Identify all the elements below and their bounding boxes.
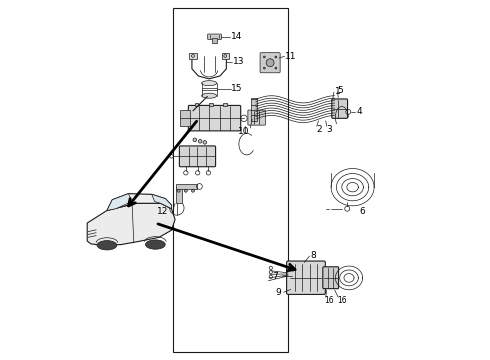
FancyBboxPatch shape xyxy=(179,146,216,167)
Ellipse shape xyxy=(201,81,217,86)
Text: 6: 6 xyxy=(360,207,366,216)
Bar xyxy=(251,98,257,121)
Ellipse shape xyxy=(190,111,193,114)
Polygon shape xyxy=(107,194,172,211)
Ellipse shape xyxy=(192,189,195,192)
Bar xyxy=(176,184,197,189)
Ellipse shape xyxy=(184,189,187,192)
Ellipse shape xyxy=(264,56,265,58)
Text: 5: 5 xyxy=(337,86,343,95)
Bar xyxy=(209,103,213,107)
Text: 16: 16 xyxy=(338,296,347,305)
Ellipse shape xyxy=(203,140,207,144)
Text: 1: 1 xyxy=(335,86,341,95)
Text: 13: 13 xyxy=(233,57,245,66)
Ellipse shape xyxy=(275,56,277,58)
Text: 11: 11 xyxy=(285,52,296,61)
Text: 12: 12 xyxy=(156,207,168,216)
Polygon shape xyxy=(87,203,175,245)
Bar xyxy=(212,39,217,42)
Bar xyxy=(176,187,181,203)
Ellipse shape xyxy=(198,139,202,143)
Text: 10: 10 xyxy=(238,127,249,136)
Bar xyxy=(173,8,288,352)
Text: 8: 8 xyxy=(310,251,316,260)
Bar xyxy=(223,103,227,107)
Text: 3: 3 xyxy=(326,125,332,134)
Ellipse shape xyxy=(146,240,165,249)
FancyBboxPatch shape xyxy=(323,267,339,289)
Bar xyxy=(221,53,229,59)
FancyBboxPatch shape xyxy=(188,105,241,131)
Text: 15: 15 xyxy=(231,84,243,93)
Polygon shape xyxy=(107,194,132,211)
Polygon shape xyxy=(152,194,172,209)
Ellipse shape xyxy=(177,189,180,192)
Ellipse shape xyxy=(264,67,265,69)
Text: 14: 14 xyxy=(231,32,242,41)
FancyBboxPatch shape xyxy=(332,99,347,118)
FancyBboxPatch shape xyxy=(248,110,266,125)
FancyBboxPatch shape xyxy=(260,53,280,73)
Text: 16: 16 xyxy=(324,296,334,305)
FancyBboxPatch shape xyxy=(208,34,221,40)
Text: 2: 2 xyxy=(316,125,321,134)
Bar xyxy=(190,53,196,59)
Bar xyxy=(180,110,190,126)
Ellipse shape xyxy=(193,138,196,141)
Ellipse shape xyxy=(97,240,117,250)
FancyBboxPatch shape xyxy=(287,261,325,294)
Text: 4: 4 xyxy=(356,107,362,116)
Text: 7: 7 xyxy=(272,272,278,281)
Ellipse shape xyxy=(266,59,274,67)
Ellipse shape xyxy=(275,67,277,69)
Bar xyxy=(195,103,198,107)
Text: 9: 9 xyxy=(275,288,281,297)
Ellipse shape xyxy=(201,93,217,98)
